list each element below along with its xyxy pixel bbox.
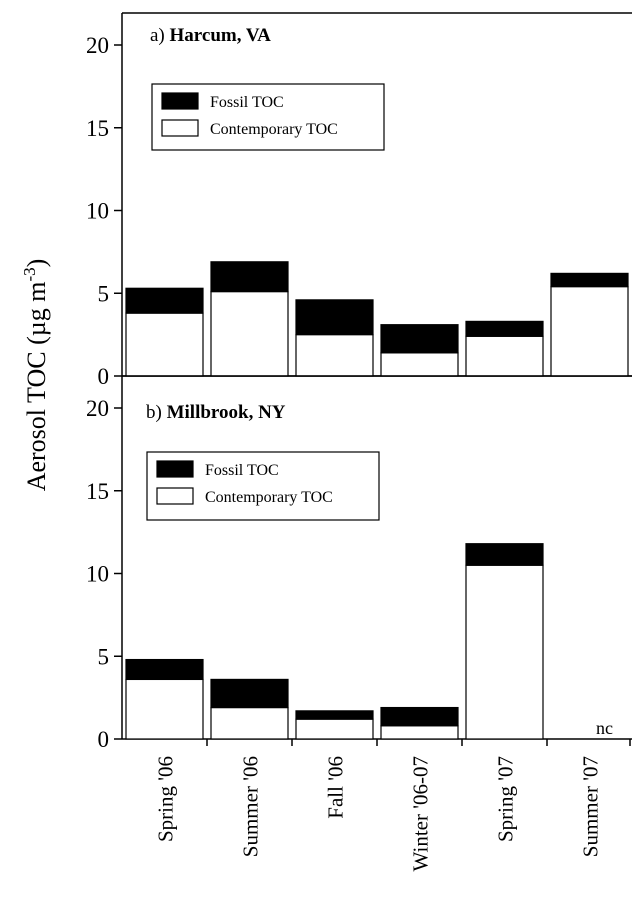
legend: Fossil TOC Contemporary TOC (151, 83, 385, 151)
panel-title: a) Harcum, VA (150, 25, 271, 46)
bar-fossil-fall-06 (295, 710, 374, 720)
bar-contemporary-spring-07 (465, 335, 544, 377)
y-tick-label: 10 (86, 562, 109, 587)
y-tick-label: 15 (86, 116, 109, 141)
y-axis-label-sup: -3 (20, 267, 39, 281)
x-category-label-summer-06: Summer '06 (239, 756, 263, 857)
y-axis-label: Aerosol TOC (µg m-3) (20, 259, 51, 492)
panel-site: Millbrook, NY (167, 402, 286, 423)
bar-contemporary-winter-06-07 (380, 352, 459, 377)
bar-contemporary-summer-06 (210, 706, 289, 740)
legend-label-fossil-toc: Fossil TOC (210, 94, 284, 111)
bar-contemporary-summer-06 (210, 290, 289, 377)
y-axis-label-close: ) (22, 259, 51, 268)
x-category-label-spring-06: Spring '06 (154, 756, 178, 842)
bar-fossil-spring-06 (125, 287, 204, 314)
bar-fossil-fall-06 (295, 299, 374, 336)
bar-fossil-spring-07 (465, 543, 544, 566)
bar-contemporary-spring-06 (125, 312, 204, 377)
bar-contemporary-spring-06 (125, 678, 204, 740)
bar-fossil-summer-07 (550, 272, 629, 288)
legend-swatch-fossil-toc (161, 92, 199, 110)
panel-harcum: 0 5 10 15 20 a) Harcum, VA Fossil TOC Contempor… (86, 12, 632, 389)
legend-swatch-contemporary-toc (161, 119, 199, 137)
annotation-label: nc (596, 718, 613, 738)
bar-contemporary-fall-06 (295, 718, 374, 740)
bar-fossil-summer-06 (210, 261, 289, 293)
bar-fossil-spring-07 (465, 320, 544, 337)
y-tick-label: 0 (98, 364, 110, 389)
panel-prefix: a) (150, 25, 170, 46)
y-tick-label: 0 (98, 727, 110, 752)
bar-contemporary-spring-07 (465, 564, 544, 740)
x-category-label-fall-06: Fall '06 (324, 756, 348, 819)
y-tick-label: 15 (86, 479, 109, 504)
panel-site: Harcum, VA (170, 25, 272, 46)
bar-fossil-winter-06-07 (380, 706, 459, 727)
x-category-label-winter-06-07: Winter '06-07 (409, 756, 433, 872)
legend-swatch-contemporary-toc (156, 487, 194, 505)
y-tick-label: 20 (86, 396, 109, 421)
legend-label-contemporary-toc: Contemporary TOC (205, 489, 333, 506)
panel-prefix: b) (146, 402, 167, 423)
bar-fossil-spring-06 (125, 658, 204, 681)
legend-label-contemporary-toc: Contemporary TOC (210, 121, 338, 138)
panel-title: b) Millbrook, NY (146, 402, 286, 423)
legend-swatch-fossil-toc (156, 460, 194, 478)
panel-millbrook: 0 5 10 15 20 nc b) Millbrook, NY Fossil TOC Cont… (86, 375, 632, 752)
y-axis-label-main: Aerosol TOC (µg m (22, 282, 51, 492)
y-tick-label: 20 (86, 33, 109, 58)
legend-label-fossil-toc: Fossil TOC (205, 462, 279, 479)
bar-contemporary-fall-06 (295, 334, 374, 377)
bar-fossil-winter-06-07 (380, 324, 459, 354)
x-category-label-spring-07: Spring '07 (494, 756, 518, 842)
x-category-label-summer-07: Summer '07 (579, 756, 603, 857)
x-category-labels: Spring '06 Summer '06 Fall '06 Winter '06-0… (154, 756, 603, 872)
y-tick-label: 5 (98, 644, 110, 669)
y-tick-label: 5 (98, 281, 110, 306)
bar-contemporary-summer-07 (550, 286, 629, 377)
bar-fossil-summer-06 (210, 678, 289, 709)
legend: Fossil TOC Contemporary TOC (146, 451, 380, 521)
y-tick-label: 10 (86, 199, 109, 224)
legend-box (151, 83, 385, 151)
bar-contemporary-winter-06-07 (380, 725, 459, 740)
